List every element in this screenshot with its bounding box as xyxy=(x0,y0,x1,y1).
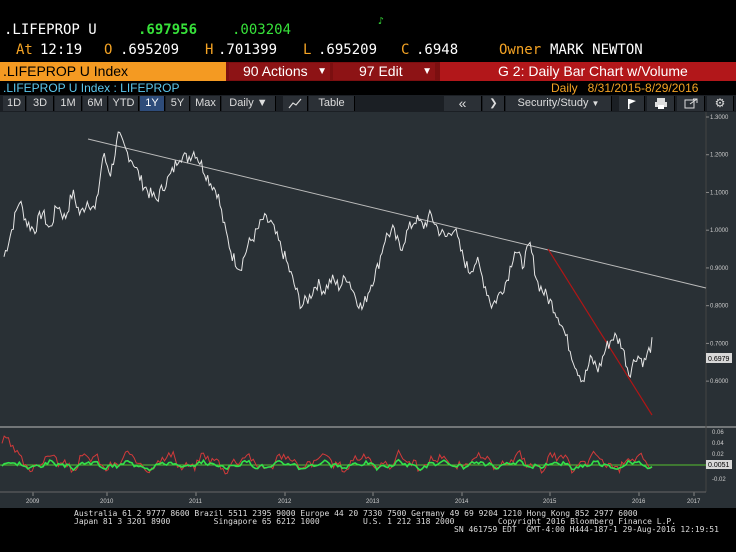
back-button[interactable]: « xyxy=(444,96,482,111)
footer-line1: Australia 61 2 9777 8600 Brazil 5511 239… xyxy=(74,509,638,518)
low-value: .695209 xyxy=(318,42,378,58)
open-value: .695209 xyxy=(120,42,180,58)
trendline-short xyxy=(547,248,653,416)
price-series xyxy=(3,131,653,383)
line-chart-icon[interactable] xyxy=(283,96,308,111)
footer-line2: Japan 81 3 3201 8900 Singapore 65 6212 1… xyxy=(74,517,677,526)
trendline-long xyxy=(87,138,707,289)
y-tick-label: 0.6000 xyxy=(710,379,729,385)
chart-title: G 2: Daily Bar Chart w/Volume xyxy=(440,62,736,81)
x-tick-label: 2013 xyxy=(366,499,380,505)
x-tick-label: 2017 xyxy=(687,499,701,505)
price-change: .003204 xyxy=(232,22,292,38)
gear-icon[interactable]: ⚙ xyxy=(707,96,734,111)
series-label: .LIFEPROP U Index : LIFEPROP xyxy=(3,81,180,95)
indicator-tick-label: -0.02 xyxy=(712,477,726,483)
last-value-label: 0.6979 xyxy=(708,356,730,363)
period-5y[interactable]: 5Y xyxy=(166,96,190,111)
ind-value-label: 0.0051 xyxy=(708,462,730,469)
indicator-tick-label: 0.02 xyxy=(712,452,724,458)
ind-value-box xyxy=(706,460,732,469)
last-value-box xyxy=(706,353,732,363)
indicator-tick-label: 0.06 xyxy=(712,430,724,436)
chart-area[interactable] xyxy=(0,112,736,552)
sub-header: .LIFEPROP U Index : LIFEPROP Daily 8/31/2… xyxy=(0,81,736,95)
actions-menu[interactable]: 90 Actions ▼ xyxy=(229,63,330,80)
x-axis: 2009 2010 2011 2012 2013 2014 2015 2016 2017 xyxy=(0,491,706,505)
chevron-down-icon: ▼ xyxy=(317,66,327,77)
price-chart[interactable]: 1.3000 1.2000 1.1000 1.0000 0.9000 0.8000 0.70… xyxy=(0,112,736,508)
x-tick-label: 2010 xyxy=(100,499,114,505)
security-field[interactable]: .LIFEPROP U Index xyxy=(0,62,226,81)
y-tick-label: 1.3000 xyxy=(710,115,729,121)
quote-line: .LIFEPROP U .697956 .003204 ♪ xyxy=(0,16,736,42)
flag-icon[interactable] xyxy=(619,96,645,111)
x-tick-label: 2016 xyxy=(632,499,646,505)
export-icon[interactable] xyxy=(677,96,705,111)
period-6m[interactable]: 6M xyxy=(83,96,108,111)
chevron-down-icon: ▼ xyxy=(422,66,432,77)
indicator-tick-label: 0.04 xyxy=(712,441,724,447)
x-tick-label: 2015 xyxy=(543,499,557,505)
ticker-symbol[interactable]: .LIFEPROP U xyxy=(4,22,97,38)
footer: Australia 61 2 9777 8600 Brazil 5511 239… xyxy=(0,508,736,552)
printer-icon[interactable] xyxy=(647,96,675,111)
footer-line3: SN 461759 EDT GMT-4:00 H444-187-1 29-Aug… xyxy=(454,525,719,534)
y-tick-label: 1.2000 xyxy=(710,153,729,159)
x-tick-label: 2014 xyxy=(455,499,469,505)
y-tick-label: 0.8000 xyxy=(710,304,729,310)
indicator-green xyxy=(1,458,653,472)
chevron-right-icon[interactable]: ❯ xyxy=(483,96,505,111)
chart-toolbar: 1D 3D 1M 6M YTD 1Y 5Y Max Daily ▼ Table … xyxy=(0,95,736,112)
interval-select[interactable]: Daily ▼ xyxy=(222,96,276,111)
period-1y[interactable]: 1Y xyxy=(140,96,165,111)
x-tick-label: 2011 xyxy=(189,499,203,505)
y-tick-label: 1.1000 xyxy=(710,190,729,196)
ohlc-line: At 12:19 O .695209 H .701399 L .695209 C… xyxy=(16,42,643,58)
security-study-button[interactable]: Security/Study ▼ xyxy=(506,96,612,111)
indicator-axis: 0.06 0.04 0.02 -0.02 xyxy=(712,430,726,483)
owner-name: MARK NEWTON xyxy=(550,42,643,58)
date-range[interactable]: Daily 8/31/2015-8/29/2016 xyxy=(551,81,699,95)
high-value: .701399 xyxy=(218,42,278,58)
y-tick-label: 0.9000 xyxy=(710,266,729,272)
indicator-red xyxy=(1,435,653,475)
quote-time: 12:19 xyxy=(40,42,83,58)
period-1d[interactable]: 1D xyxy=(3,96,26,111)
y-axis: 1.3000 1.2000 1.1000 1.0000 0.9000 0.8000 0.70… xyxy=(706,115,729,385)
menu-bar: .LIFEPROP U Index 90 Actions ▼ 97 Edit ▼… xyxy=(0,62,736,81)
close-value: .6948 xyxy=(416,42,459,58)
chevron-down-icon: ▼ xyxy=(591,99,600,108)
period-ytd[interactable]: YTD xyxy=(109,96,139,111)
x-tick-label: 2009 xyxy=(26,499,40,505)
period-max[interactable]: Max xyxy=(191,96,221,111)
x-tick-label: 2012 xyxy=(278,499,292,505)
y-tick-label: 1.0000 xyxy=(710,228,729,234)
period-1m[interactable]: 1M xyxy=(55,96,82,111)
period-3d[interactable]: 3D xyxy=(27,96,54,111)
y-tick-label: 0.7000 xyxy=(710,341,729,347)
edit-menu[interactable]: 97 Edit ▼ xyxy=(333,63,435,80)
last-price: .697956 xyxy=(138,22,198,38)
table-button[interactable]: Table xyxy=(309,96,355,111)
alert-icon[interactable]: ♪ xyxy=(378,16,385,27)
